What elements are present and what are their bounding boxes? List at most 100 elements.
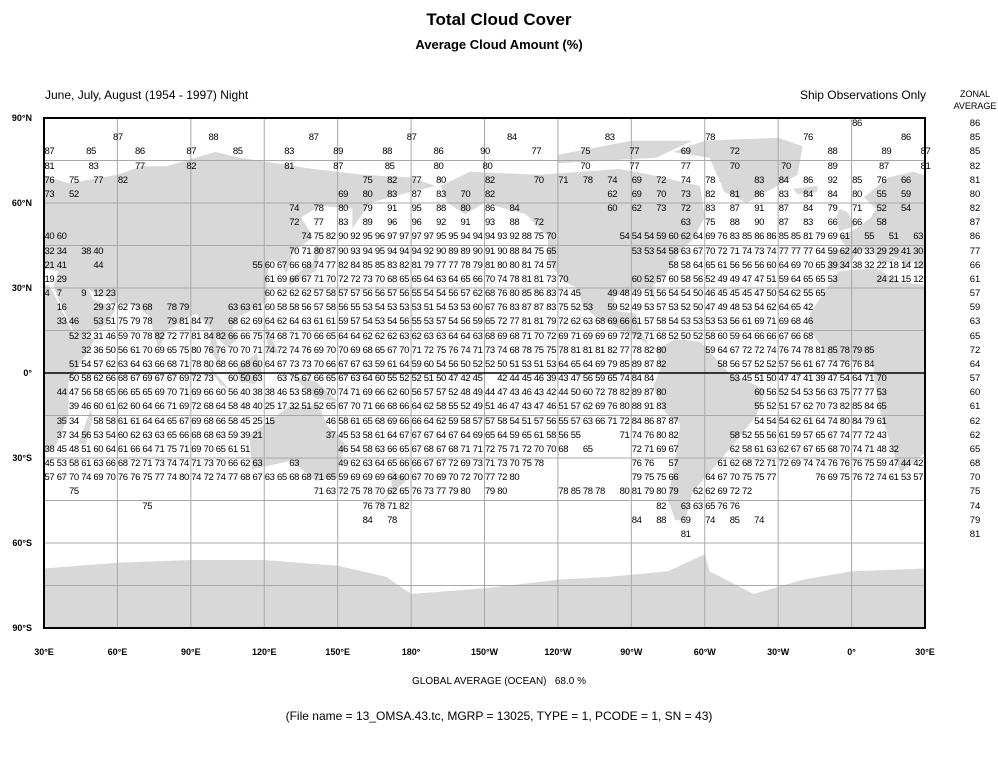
grid-value: 81 bbox=[595, 344, 605, 356]
grid-value: 31 bbox=[93, 330, 104, 342]
grid-value: 62 bbox=[803, 401, 813, 413]
grid-value: 65 bbox=[130, 387, 140, 399]
grid-value: 80 bbox=[497, 259, 507, 271]
grid-value: 70 bbox=[533, 174, 544, 186]
zonal-header-line2: AVERAGE bbox=[953, 101, 997, 111]
grid-value: 70 bbox=[399, 344, 410, 356]
grid-value: 64 bbox=[142, 443, 153, 455]
grid-value: 77 bbox=[448, 259, 459, 271]
grid-value: 46 bbox=[277, 387, 287, 399]
grid-value: 80 bbox=[191, 344, 202, 356]
grid-value: 61 bbox=[374, 429, 385, 441]
grid-value: 74 bbox=[631, 429, 642, 441]
grid-value: 75 bbox=[289, 373, 299, 385]
grid-value: 82 bbox=[607, 344, 618, 356]
grid-value: 54 bbox=[901, 203, 911, 215]
grid-value: 73 bbox=[130, 302, 140, 314]
grid-value: 49 bbox=[607, 288, 618, 300]
grid-value: 82 bbox=[325, 231, 336, 243]
grid-value: 45 bbox=[240, 415, 251, 427]
grid-value: 65 bbox=[570, 358, 581, 370]
grid-value: 67 bbox=[815, 358, 826, 370]
grid-value: 48 bbox=[460, 387, 471, 399]
grid-value: 58 bbox=[497, 415, 507, 427]
grid-value: 44 bbox=[93, 259, 104, 271]
grid-value: 78 bbox=[705, 132, 716, 144]
grid-value: 69 bbox=[705, 231, 716, 243]
grid-value: 65 bbox=[325, 472, 336, 484]
grid-value: 32 bbox=[81, 344, 91, 356]
grid-value: 81 bbox=[631, 486, 642, 498]
land-polygon bbox=[291, 375, 338, 402]
grid-value: 69 bbox=[717, 486, 728, 498]
grid-value: 47 bbox=[705, 302, 716, 314]
grid-value: 77 bbox=[325, 259, 336, 271]
grid-value: 29 bbox=[56, 273, 67, 285]
grid-value: 64 bbox=[350, 330, 361, 342]
grid-value: 51 bbox=[533, 358, 544, 370]
grid-value: 55 bbox=[570, 429, 581, 441]
grid-value: 68 bbox=[509, 330, 520, 342]
grid-value: 63 bbox=[154, 429, 165, 441]
grid-value: 77 bbox=[228, 472, 238, 484]
grid-value: 63 bbox=[252, 458, 263, 470]
grid-value: 63 bbox=[374, 443, 385, 455]
grid-value: 65 bbox=[325, 401, 336, 413]
grid-value: 62 bbox=[350, 458, 361, 470]
grid-value: 63 bbox=[277, 373, 287, 385]
grid-value: 71 bbox=[289, 330, 299, 342]
grid-value: 70 bbox=[546, 443, 556, 455]
grid-value: 42 bbox=[497, 373, 507, 385]
map-frame bbox=[43, 117, 926, 629]
grid-value: 73 bbox=[472, 458, 483, 470]
grid-value: 70 bbox=[130, 330, 140, 342]
grid-value: 64 bbox=[399, 358, 410, 370]
grid-value: 78 bbox=[142, 316, 153, 328]
grid-value: 58 bbox=[105, 415, 116, 427]
grid-value: 49 bbox=[338, 458, 348, 470]
grid-value: 69 bbox=[827, 472, 838, 484]
grid-value: 82 bbox=[839, 401, 850, 413]
grid-value: 90 bbox=[338, 245, 348, 257]
grid-value: 67 bbox=[399, 429, 410, 441]
grid-value: 44 bbox=[901, 458, 911, 470]
grid-value: 83 bbox=[754, 174, 764, 186]
grid-value: 56 bbox=[558, 429, 569, 441]
grid-value: 56 bbox=[729, 358, 740, 370]
zonal-average-value: 81 bbox=[969, 528, 981, 540]
grid-value: 52 bbox=[411, 373, 422, 385]
grid-value: 61 bbox=[387, 358, 397, 370]
grid-value: 46 bbox=[105, 330, 116, 342]
grid-value: 78 bbox=[582, 486, 593, 498]
grid-value: 58 bbox=[93, 387, 104, 399]
grid-value: 75 bbox=[644, 472, 654, 484]
grid-value: 59 bbox=[117, 330, 128, 342]
grid-value: 90 bbox=[480, 146, 490, 158]
grid-value: 53 bbox=[803, 387, 813, 399]
grid-value: 85 bbox=[232, 146, 243, 158]
grid-value: 44 bbox=[558, 387, 569, 399]
grid-value: 71 bbox=[729, 245, 740, 257]
grid-value: 77 bbox=[852, 387, 862, 399]
grid-value: 69 bbox=[313, 387, 324, 399]
grid-value: 71 bbox=[766, 458, 777, 470]
grid-value: 95 bbox=[411, 203, 422, 215]
grid-value: 63 bbox=[289, 458, 299, 470]
grid-value: 58 bbox=[705, 330, 716, 342]
grid-value: 78 bbox=[582, 174, 593, 186]
grid-value: 58 bbox=[301, 387, 312, 399]
grid-value: 54 bbox=[754, 415, 764, 427]
grid-value: 72 bbox=[631, 330, 642, 342]
grid-value: 64 bbox=[423, 273, 434, 285]
grid-value: 62 bbox=[387, 330, 397, 342]
grid-value: 53 bbox=[729, 373, 740, 385]
grid-value: 63 bbox=[680, 217, 691, 229]
grid-value: 72 bbox=[619, 415, 630, 427]
grid-value: 71 bbox=[179, 358, 189, 370]
grid-value: 80 bbox=[619, 486, 630, 498]
grid-value: 57 bbox=[533, 415, 544, 427]
grid-value: 75 bbox=[117, 316, 128, 328]
grid-value: 57 bbox=[472, 415, 483, 427]
grid-value: 77 bbox=[203, 316, 214, 328]
grid-value: 55 bbox=[252, 259, 263, 271]
